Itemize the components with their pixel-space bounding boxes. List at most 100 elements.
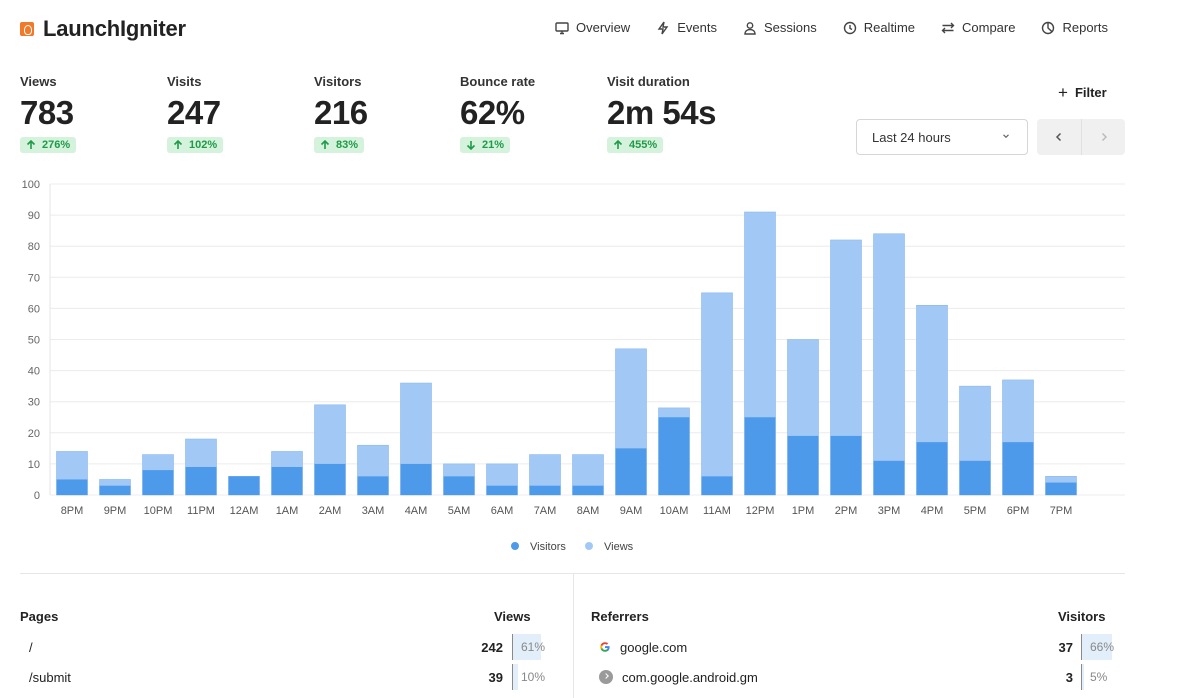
metric-change-badge: 276% [20, 136, 77, 153]
app-name: LaunchIgniter [43, 16, 186, 41]
next-period-button[interactable] [1081, 119, 1125, 155]
metric-value: 62% [460, 94, 525, 131]
percent-fill [513, 664, 518, 690]
referrer-name: com.google.android.gm [599, 670, 758, 685]
date-pager [1037, 119, 1125, 155]
y-tick-label: 10 [28, 459, 40, 471]
referrer-name: google.com [599, 640, 687, 655]
arrow-up-icon [173, 139, 183, 149]
x-tick-label: 9PM [104, 505, 127, 517]
x-tick-label: 3PM [878, 505, 901, 517]
table-row[interactable]: / 242 61% [20, 634, 550, 660]
pages-metric-header: Views [494, 609, 531, 624]
pie-icon [1042, 21, 1055, 34]
bar-visitors [1045, 482, 1077, 495]
traffic-chart: 0 10 20 30 40 50 60 70 80 90 100 8PM 9PM 10PM 11PM 12AM… [22, 179, 1125, 553]
date-range-select[interactable]: Last 24 hours [856, 119, 1028, 155]
y-tick-label: 40 [28, 366, 40, 378]
referrer-percent: 5% [1090, 670, 1108, 684]
arrows-icon [941, 22, 955, 33]
bar-views [701, 292, 733, 496]
nav-label: Sessions [763, 20, 817, 35]
bar-visitors [271, 467, 303, 495]
page-percent: 10% [521, 670, 546, 684]
table-row[interactable]: /submit 39 10% [20, 664, 550, 690]
legend-label-views: Views [604, 541, 634, 553]
chrome-icon [599, 670, 613, 684]
metric-views[interactable]: Views 783 276% [20, 74, 160, 155]
metric-visit-duration[interactable]: Visit duration 2m 54s 455% [607, 74, 807, 155]
chevron-down-icon [1003, 134, 1009, 139]
bar-visitors [572, 485, 604, 495]
referrer-percent: 66% [1090, 640, 1115, 654]
x-tick-label: 7AM [534, 505, 557, 517]
bar-visitors [658, 417, 690, 495]
table-row[interactable]: com.google.android.gm 3 5% [591, 664, 1125, 690]
x-tick-label: 6AM [491, 505, 514, 517]
metric-change-badge: 455% [607, 136, 664, 153]
metric-label: Views [20, 74, 57, 89]
y-tick-label: 0 [34, 490, 40, 502]
bar-visitors [314, 463, 346, 495]
main-nav: Overview Events Sessions Realtime Compar… [529, 20, 1108, 35]
x-tick-label: 10PM [144, 505, 173, 517]
x-tick-label: 8AM [577, 505, 600, 517]
x-tick-label: 4AM [405, 505, 428, 517]
monitor-icon [555, 21, 569, 34]
filter-button[interactable]: + Filter [1058, 84, 1107, 101]
page-percent: 61% [521, 640, 546, 654]
bar-visitors [142, 470, 174, 495]
nav-events[interactable]: Events [656, 20, 717, 35]
nav-realtime[interactable]: Realtime [843, 20, 915, 35]
table-row[interactable]: google.com 37 66% [591, 634, 1125, 660]
bar-visitors [529, 485, 561, 495]
metric-change-badge: 102% [167, 136, 224, 153]
nav-label: Reports [1062, 20, 1108, 35]
x-tick-label: 1AM [276, 505, 299, 517]
metric-label: Visit duration [607, 74, 690, 89]
bar-visitors [357, 476, 389, 495]
y-tick-label: 20 [28, 428, 40, 440]
metric-value: 2m 54s [607, 94, 716, 131]
bar-visitors [959, 460, 991, 495]
brand[interactable]: LaunchIgniter [20, 16, 186, 42]
nav-compare[interactable]: Compare [941, 20, 1015, 35]
y-tick-label: 60 [28, 303, 40, 315]
google-icon [600, 642, 610, 652]
x-tick-label: 11AM [703, 505, 731, 517]
user-icon [744, 21, 756, 35]
nav-sessions[interactable]: Sessions [743, 20, 817, 35]
x-tick-label: 6PM [1007, 505, 1030, 517]
nav-overview[interactable]: Overview [555, 20, 630, 35]
legend-dot-views [585, 542, 593, 550]
bar-views [873, 233, 905, 496]
legend-label-visitors: Visitors [530, 541, 566, 553]
bar-visitors [787, 435, 819, 495]
x-tick-label: 10AM [660, 505, 689, 517]
metric-bounce-rate[interactable]: Bounce rate 62% 21% [460, 74, 600, 155]
nav-reports[interactable]: Reports [1041, 20, 1108, 35]
filter-label: Filter [1074, 85, 1107, 100]
nav-label: Realtime [863, 20, 915, 35]
metric-change-badge: 83% [314, 136, 365, 153]
arrow-up-icon [613, 139, 623, 149]
x-tick-label: 7PM [1050, 505, 1073, 517]
nav-label: Overview [576, 20, 631, 35]
y-tick-label: 90 [28, 210, 40, 222]
bar-visitors [1002, 442, 1034, 495]
metric-change: 83% [336, 138, 359, 151]
x-tick-label: 12PM [746, 505, 775, 517]
legend-dot-visitors [511, 542, 519, 550]
date-range-value: Last 24 hours [872, 129, 951, 145]
chevron-left-icon [1055, 132, 1062, 142]
x-tick-label: 8PM [61, 505, 84, 517]
metric-visits[interactable]: Visits 247 102% [167, 74, 307, 155]
previous-period-button[interactable] [1037, 119, 1081, 155]
bar-visitors [744, 417, 776, 495]
bar-visitors [486, 485, 518, 495]
y-tick-label: 80 [28, 241, 40, 253]
metric-visitors[interactable]: Visitors 216 83% [314, 74, 454, 155]
bar-visitors [916, 442, 948, 495]
nav-label: Compare [962, 20, 1016, 35]
bar-visitors [443, 476, 475, 495]
